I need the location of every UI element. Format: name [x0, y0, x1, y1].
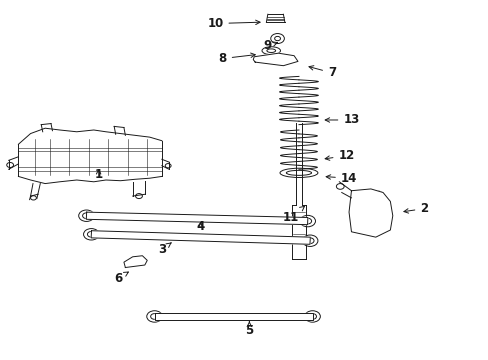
- Text: 5: 5: [245, 321, 253, 337]
- Text: 7: 7: [308, 66, 335, 79]
- Text: 3: 3: [158, 243, 171, 256]
- Text: 8: 8: [218, 52, 255, 65]
- Text: 9: 9: [263, 39, 277, 52]
- Text: 4: 4: [196, 220, 204, 233]
- Text: 11: 11: [282, 206, 304, 224]
- Polygon shape: [91, 231, 310, 244]
- Text: 14: 14: [325, 172, 357, 185]
- Text: 1: 1: [94, 168, 102, 181]
- Text: 12: 12: [325, 149, 354, 162]
- Polygon shape: [253, 53, 297, 66]
- Text: 2: 2: [403, 202, 427, 215]
- Text: 6: 6: [114, 272, 128, 285]
- Text: 13: 13: [325, 113, 359, 126]
- Polygon shape: [348, 189, 392, 237]
- Polygon shape: [86, 212, 307, 225]
- Text: 10: 10: [207, 17, 260, 30]
- Polygon shape: [154, 313, 312, 320]
- Polygon shape: [123, 256, 147, 267]
